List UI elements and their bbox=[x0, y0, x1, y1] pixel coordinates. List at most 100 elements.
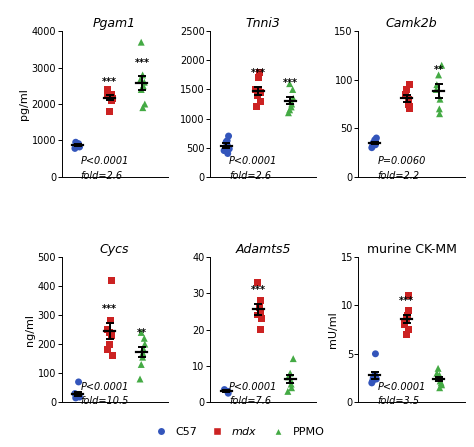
Point bbox=[75, 378, 82, 385]
Point bbox=[75, 140, 82, 147]
Title: Pgam1: Pgam1 bbox=[93, 17, 136, 30]
Point bbox=[137, 329, 145, 336]
Point bbox=[73, 393, 80, 400]
Point bbox=[404, 101, 412, 108]
Title: Tnni3: Tnni3 bbox=[246, 17, 281, 30]
Point bbox=[405, 103, 413, 110]
Text: fold=7.6: fold=7.6 bbox=[229, 396, 271, 406]
Point bbox=[137, 361, 145, 368]
Point bbox=[108, 277, 115, 284]
Title: Adamts5: Adamts5 bbox=[235, 243, 291, 256]
Point bbox=[108, 332, 115, 339]
Point bbox=[136, 77, 144, 84]
Text: ***: *** bbox=[399, 296, 414, 306]
Point bbox=[286, 370, 294, 377]
Point bbox=[287, 380, 295, 388]
Point bbox=[137, 86, 145, 93]
Text: ***: *** bbox=[251, 68, 266, 78]
Point bbox=[254, 92, 261, 99]
Point bbox=[72, 139, 80, 146]
Point bbox=[437, 377, 444, 384]
Point bbox=[71, 390, 79, 397]
Point bbox=[106, 341, 114, 348]
Point bbox=[254, 278, 262, 286]
Point bbox=[438, 62, 446, 69]
Point bbox=[255, 86, 262, 93]
Point bbox=[76, 393, 83, 401]
Y-axis label: pg/ml: pg/ml bbox=[18, 88, 28, 120]
Point bbox=[403, 331, 410, 338]
Y-axis label: ng/ml: ng/ml bbox=[25, 313, 35, 346]
Point bbox=[372, 141, 379, 148]
Point bbox=[435, 72, 442, 79]
Text: ***: *** bbox=[283, 79, 298, 89]
Text: ***: *** bbox=[102, 77, 117, 87]
Point bbox=[254, 312, 261, 319]
Text: ***: *** bbox=[102, 304, 117, 314]
Text: ***: *** bbox=[135, 58, 149, 67]
Point bbox=[71, 145, 79, 152]
Point bbox=[74, 392, 82, 399]
Point bbox=[288, 101, 295, 108]
Point bbox=[289, 86, 296, 93]
Point bbox=[288, 384, 295, 391]
Point bbox=[436, 371, 443, 379]
Point bbox=[252, 86, 260, 93]
Y-axis label: mU/ml: mU/ml bbox=[328, 311, 338, 348]
Text: P=0.0060: P=0.0060 bbox=[378, 156, 426, 166]
Point bbox=[75, 142, 82, 149]
Point bbox=[256, 68, 264, 76]
Point bbox=[139, 82, 147, 89]
Point bbox=[107, 317, 114, 325]
Point bbox=[256, 304, 264, 311]
Point bbox=[108, 95, 116, 102]
Point bbox=[290, 355, 297, 362]
Text: fold=10.5: fold=10.5 bbox=[81, 396, 129, 406]
Point bbox=[286, 106, 293, 114]
Text: fold=2.2: fold=2.2 bbox=[378, 171, 419, 181]
Point bbox=[438, 381, 446, 388]
Point bbox=[438, 380, 445, 387]
Point bbox=[403, 312, 411, 319]
Point bbox=[140, 335, 148, 342]
Point bbox=[372, 350, 379, 358]
Point bbox=[224, 390, 232, 397]
Point bbox=[256, 89, 264, 96]
Point bbox=[256, 297, 264, 304]
Point bbox=[139, 354, 146, 361]
Text: P<0.0001: P<0.0001 bbox=[81, 382, 129, 392]
Text: fold=3.5: fold=3.5 bbox=[378, 396, 419, 406]
Point bbox=[104, 326, 111, 333]
Point bbox=[372, 138, 379, 145]
Point bbox=[108, 97, 115, 104]
Point bbox=[432, 86, 440, 93]
Point bbox=[257, 315, 265, 322]
Point bbox=[139, 104, 146, 111]
Point bbox=[368, 144, 375, 151]
Point bbox=[136, 375, 144, 383]
Point bbox=[401, 319, 409, 326]
Text: fold=2.6: fold=2.6 bbox=[81, 171, 123, 181]
Text: P<0.0001: P<0.0001 bbox=[229, 156, 277, 166]
Point bbox=[371, 371, 379, 379]
Point bbox=[223, 141, 231, 148]
Point bbox=[225, 144, 232, 151]
Point bbox=[75, 392, 82, 400]
Point bbox=[287, 377, 295, 384]
Point bbox=[373, 135, 380, 142]
Point bbox=[104, 86, 111, 93]
Point bbox=[105, 108, 113, 115]
Point bbox=[226, 145, 233, 152]
Point bbox=[76, 143, 83, 151]
Point bbox=[284, 373, 292, 380]
Point bbox=[106, 93, 114, 100]
Point bbox=[290, 95, 297, 102]
Point bbox=[139, 345, 147, 352]
Point bbox=[107, 93, 114, 100]
Point bbox=[434, 375, 442, 382]
Point bbox=[220, 386, 228, 393]
Point bbox=[368, 380, 375, 387]
Point bbox=[141, 101, 148, 108]
Title: murine CK-MM: murine CK-MM bbox=[366, 243, 456, 256]
Text: **: ** bbox=[434, 65, 444, 76]
